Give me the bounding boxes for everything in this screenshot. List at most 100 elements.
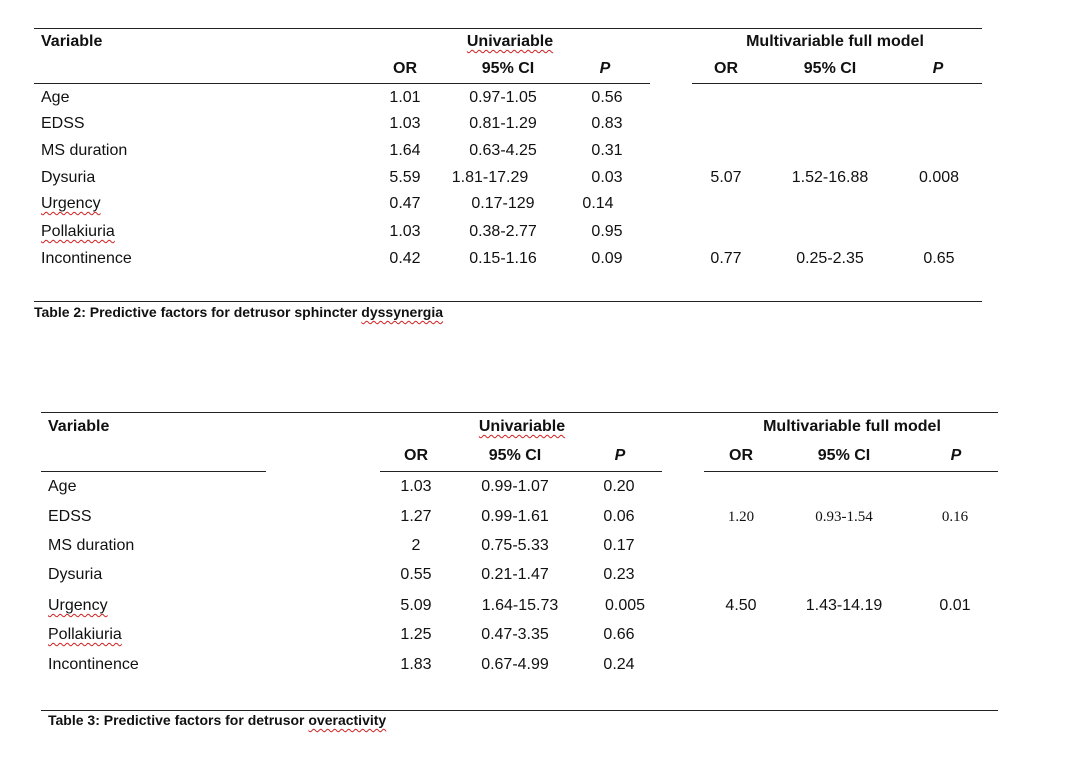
table-row: Age 1.01 0.97-1.05 0.56 [0,90,1080,112]
table-row: EDSS 1.27 0.99-1.61 0.06 1.20 0.93-1.54 … [0,509,1080,531]
multivariable-header: Multivariable full model [763,418,941,435]
multi-or-cell: 5.07 [710,169,742,186]
table-row: MS duration 1.64 0.63-4.25 0.31 [0,143,1080,165]
table-bottom-rule [41,710,998,711]
multi-p-cell: 0.008 [918,169,960,186]
ci-header: 95% CI [488,447,542,464]
multi-or-header: OR [714,60,738,77]
table-row: EDSS 1.03 0.81-1.29 0.83 [0,116,1080,138]
p-cell: 0.56 [591,89,623,106]
multi-ci-header: 95% CI [817,447,871,464]
multi-p-header: P [932,60,944,77]
p-cell: 0.17 [603,537,635,554]
table-top-rule [34,28,982,29]
p-cell: 0.06 [603,508,635,525]
ci-cell: 0.47-3.35 [481,626,549,643]
ci-cell: 0.21-1.47 [481,566,549,583]
p-cell: 0.83 [591,115,623,132]
p-header: P [599,60,611,77]
p-cell: 0.24 [603,656,635,673]
multi-ci-header: 95% CI [803,60,857,77]
ci-header: 95% CI [481,60,535,77]
or-cell: 1.25 [400,626,432,643]
or-header: OR [393,60,417,77]
or-cell: 0.47 [389,195,421,212]
table-top-rule [41,412,998,413]
ci-cell: 0.63-4.25 [469,142,537,159]
ci-cell: 0.15-1.16 [469,250,537,267]
or-cell: 1.03 [389,223,421,240]
p-cell: 0.66 [603,626,635,643]
univariable-header: Univariable [478,418,566,435]
p-header: P [614,447,626,464]
multi-p-cell: 0.16 [941,509,969,525]
multi-p-cell: 0.65 [923,250,955,267]
table-row: MS duration 2 0.75-5.33 0.17 [0,538,1080,560]
or-cell: 1.83 [400,656,432,673]
table-row: Incontinence 0.42 0.15-1.16 0.09 0.77 0.… [0,251,1080,273]
multi-ci-cell: 1.43-14.19 [805,597,883,614]
variable-cell: Dysuria [48,566,103,583]
caption-text: Table 2: Predictive factors for detrusor… [34,304,362,320]
ci-cell: 0.97-1.05 [469,89,537,106]
or-cell: 0.55 [400,566,432,583]
ci-cell: 0.99-1.07 [481,478,549,495]
table-bottom-rule [34,301,982,302]
or-header: OR [404,447,428,464]
p-cell: 0.23 [603,566,635,583]
table-row: Age 1.03 0.99-1.07 0.20 [0,479,1080,501]
p-cell: 0.09 [591,250,623,267]
header-rule-variable [41,471,266,472]
caption-last-word: overactivity [308,712,387,728]
table-row: Urgency 5.09 1.64-15.73 0.005 4.50 1.43-… [0,598,1080,620]
table-row: Urgency 0.47 0.17-129 0.14 [0,196,1080,218]
table-row: Pollakiuria 1.03 0.38-2.77 0.95 [0,224,1080,246]
table-caption: Table 3: Predictive factors for detrusor… [48,713,386,727]
caption-last-word: dyssynergia [361,304,443,320]
multi-or-cell: 1.20 [727,509,755,525]
ci-cell: 0.99-1.61 [481,508,549,525]
p-cell: 0.20 [603,478,635,495]
p-cell: 0.14 [582,195,614,212]
table-caption: Table 2: Predictive factors for detrusor… [34,305,443,319]
multivariable-header: Multivariable full model [746,33,924,50]
or-cell: 1.64 [389,142,421,159]
header-rule-right [692,83,982,84]
multi-ci-cell: 1.52-16.88 [791,169,869,186]
or-cell: 5.59 [389,169,421,186]
variable-header: Variable [41,33,103,50]
header-rule-left [34,83,650,84]
ci-cell: 1.64-15.73 [481,597,559,614]
p-cell: 0.03 [591,169,623,186]
ci-cell: 0.17-129 [471,195,535,212]
or-cell: 1.01 [389,89,421,106]
or-cell: 1.03 [389,115,421,132]
multi-p-cell: 0.01 [939,597,971,614]
multi-or-header: OR [729,447,753,464]
multi-or-cell: 0.77 [710,250,742,267]
table-row: Dysuria 5.59 1.81-17.29 0.03 5.07 1.52-1… [0,170,1080,192]
variable-cell: Urgency [48,597,108,614]
variable-cell: Age [41,89,70,106]
variable-cell: Incontinence [41,250,132,267]
variable-cell: Incontinence [48,656,139,673]
variable-cell: EDSS [41,115,85,132]
multi-ci-cell: 0.25-2.35 [796,250,864,267]
variable-cell: Pollakiuria [41,223,115,240]
univariable-header: Univariable [466,33,554,50]
caption-text: Table 3: Predictive factors for detrusor [48,712,309,728]
p-cell: 0.31 [591,142,623,159]
ci-cell: 0.38-2.77 [469,223,537,240]
ci-cell: 1.81-17.29 [451,169,529,186]
variable-header: Variable [48,418,110,435]
variable-cell: Age [48,478,77,495]
multi-p-header: P [950,447,962,464]
ci-cell: 0.67-4.99 [481,656,549,673]
table-row: Pollakiuria 1.25 0.47-3.35 0.66 [0,627,1080,649]
variable-cell: EDSS [48,508,92,525]
variable-cell: Dysuria [41,169,96,186]
p-cell: 0.95 [591,223,623,240]
table-row: Incontinence 1.83 0.67-4.99 0.24 [0,657,1080,679]
header-rule-multivariable [704,471,998,472]
or-cell: 5.09 [400,597,432,614]
